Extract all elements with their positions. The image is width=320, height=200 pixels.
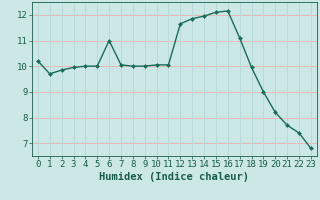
X-axis label: Humidex (Indice chaleur): Humidex (Indice chaleur) <box>100 172 249 182</box>
